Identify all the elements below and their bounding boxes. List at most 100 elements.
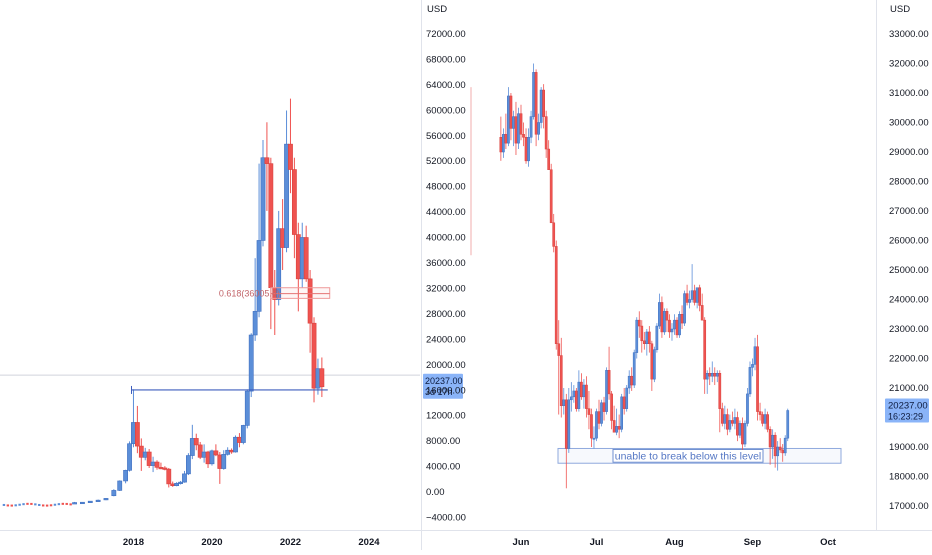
daily-candle-up (517, 113, 520, 144)
daily-candle-up (690, 290, 694, 300)
weekly-candle-up (256, 240, 262, 312)
fib-zone-box[interactable] (270, 287, 331, 299)
daily-chart-panel-zoomed[interactable]: USD 33000.00 32000.00 31000.00 30000.00 29000… (470, 4, 929, 548)
daily-candle-up (753, 346, 757, 365)
weekly-candle-up (209, 450, 215, 465)
daily-candle-down (713, 373, 717, 377)
daily-candle-down (617, 426, 621, 430)
daily-candle-up (529, 116, 533, 138)
weekly-candle-up (221, 454, 227, 469)
daily-x-tick-label: Jun (513, 537, 530, 548)
daily-candle-down (720, 408, 724, 424)
mid-y-tick-label: 32000.00 (426, 283, 466, 294)
weekly-candle-up (248, 334, 254, 392)
daily-candle-down (542, 89, 545, 117)
weekly-candle-down (217, 454, 223, 469)
daily-candle-up (572, 390, 576, 398)
right-y-tick-label: 26000.00 (889, 236, 929, 247)
mid-y-tick-label: 40000.00 (426, 233, 466, 244)
weekly-candle-down (237, 436, 242, 443)
mid-y-tick-label: 60000.00 (426, 105, 466, 116)
weekly-candle-down (193, 438, 199, 446)
weekly-candle-up (111, 490, 117, 497)
daily-price-tag-time: 16:23:29 (888, 412, 923, 422)
weekly-candle-up (72, 502, 77, 505)
daily-candle-up (627, 375, 631, 389)
weekly-candle-up (201, 451, 207, 458)
daily-candle-down (610, 393, 613, 421)
mid-y-tick-label: 24000.00 (426, 334, 466, 345)
daily-candle-down (519, 113, 523, 135)
weekly-candle-up (299, 237, 305, 280)
right-y-tick-label: 24000.00 (889, 295, 929, 306)
mid-y-tick-label: 28000.00 (426, 309, 466, 320)
daily-candle-up (678, 314, 681, 336)
daily-candle-down (647, 331, 651, 345)
right-y-tick-label: 22000.00 (889, 354, 929, 365)
weekly-candle-up (182, 473, 187, 483)
mid-y-tick-label: 68000.00 (426, 54, 466, 65)
daily-candle-down (602, 402, 606, 412)
right-y-tick-label: 32000.00 (889, 59, 929, 70)
daily-candle-up (733, 417, 737, 424)
weekly-candle-down (170, 483, 176, 486)
weekly-candle-body (45, 504, 49, 507)
mid-y-tick-label: 48000.00 (426, 182, 466, 193)
right-y-tick-label: 27000.00 (889, 206, 929, 217)
weekly-x-tick-label: 2022 (280, 537, 301, 548)
weekly-candle-up (80, 501, 85, 505)
daily-candle-up (615, 426, 618, 433)
daily-candle-down (575, 390, 578, 409)
daily-candle-up (658, 302, 661, 327)
mid-y-tick-label: 16000.00 (426, 385, 466, 396)
right-y-tick-label: 21000.00 (889, 383, 929, 394)
daily-candle-up (582, 384, 586, 398)
daily-candle-down (781, 449, 785, 454)
weekly-price-tag (423, 373, 463, 399)
weekly-candle-body (10, 504, 13, 507)
daily-candle-down (630, 375, 634, 386)
daily-candle-down (557, 343, 561, 356)
daily-candle-down (708, 373, 712, 377)
weekly-candle-body (22, 503, 25, 506)
daily-candle-up (569, 396, 573, 401)
daily-candle-down (668, 319, 671, 333)
weekly-candle-up (103, 498, 109, 501)
daily-candle-down (585, 384, 588, 409)
daily-candle-up (751, 364, 754, 368)
weekly-candle-down (166, 468, 172, 485)
right-y-tick-label: 19000.00 (889, 442, 929, 453)
mid-y-tick-label: 52000.00 (426, 156, 466, 167)
daily-candle-up (783, 437, 787, 454)
daily-candle-down (580, 381, 583, 398)
mid-y-tick-label: −4000.00 (426, 513, 466, 524)
weekly-candle-up (252, 311, 258, 336)
weekly-candle-body (61, 502, 65, 505)
daily-candle-down (731, 420, 734, 424)
weekly-candle-up (186, 455, 191, 475)
weekly-candle-up (95, 499, 101, 502)
weekly-candle-down (146, 451, 152, 466)
daily-candle-down (499, 137, 503, 153)
daily-candle-down (549, 169, 553, 224)
right-y-tick-label: 28000.00 (889, 177, 929, 188)
mid-y-tick-label: 12000.00 (426, 411, 466, 422)
weekly-chart-panel[interactable]: 0.618(36005.8) 2018 2020 2022 2024 (0, 98, 420, 548)
weekly-candle-down (291, 169, 297, 235)
right-y-tick-label: 30000.00 (889, 118, 929, 129)
daily-candle-down (637, 319, 641, 327)
daily-candle-down (590, 414, 593, 439)
daily-candle-up (645, 331, 649, 345)
weekly-candle-down (205, 451, 211, 465)
daily-price-tag (885, 398, 929, 423)
right-y-tick-label: 23000.00 (889, 324, 929, 335)
weekly-candle-body (57, 503, 61, 506)
weekly-candle-body (30, 502, 33, 505)
weekly-candle-body (2, 503, 6, 506)
daily-candle-down (693, 290, 696, 303)
weekly-price-tag-time: 3d 17h (425, 387, 453, 397)
daily-candle-up (595, 411, 598, 439)
